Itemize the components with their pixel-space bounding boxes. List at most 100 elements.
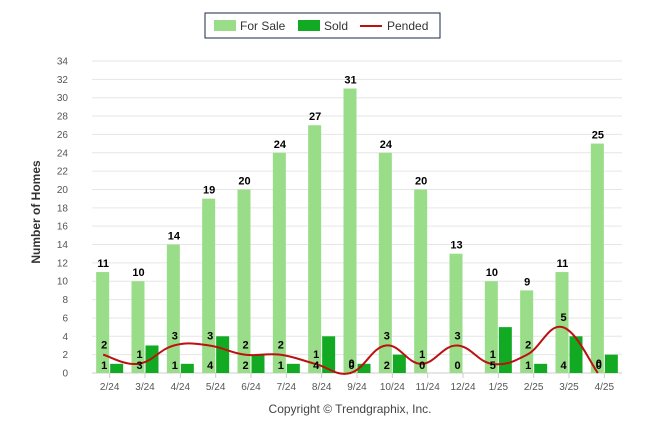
bar-for-sale (166, 244, 180, 373)
y-tick-label: 12 (57, 258, 69, 269)
data-label-sold: 1 (172, 360, 178, 372)
bar-for-sale (414, 189, 428, 373)
data-label-sold: 1 (525, 360, 531, 372)
bar-sold (357, 363, 371, 373)
data-label-sold: 2 (242, 360, 248, 372)
bar-for-sale (449, 253, 463, 373)
x-tick-label: 5/24 (206, 382, 226, 393)
data-label-for-sale: 14 (168, 231, 181, 243)
data-label-sold: 0 (348, 360, 354, 372)
y-tick-label: 20 (57, 185, 69, 196)
data-label-pended: 3 (454, 330, 460, 342)
y-tick-label: 14 (57, 240, 69, 251)
data-label-sold: 4 (560, 360, 567, 372)
data-label-pended: 5 (560, 312, 566, 324)
y-tick-label: 34 (57, 57, 69, 68)
bar-for-sale (96, 272, 110, 373)
data-label-sold: 3 (136, 360, 142, 372)
x-tick-label: 10/24 (380, 382, 405, 393)
data-label-for-sale: 24 (274, 139, 287, 151)
bar-for-sale (237, 189, 251, 373)
data-label-pended: 1 (313, 349, 319, 361)
bar-for-sale (202, 198, 216, 373)
data-label-for-sale: 10 (132, 267, 144, 279)
data-label-sold: 4 (313, 360, 320, 372)
data-label-pended: 1 (490, 349, 496, 361)
bar-for-sale (272, 152, 286, 373)
y-tick-label: 32 (57, 75, 69, 86)
data-label-pended: 0 (596, 358, 602, 370)
bar-for-sale (131, 281, 145, 373)
data-label-pended: 2 (101, 340, 107, 352)
y-axis-title: Number of Homes (29, 160, 43, 264)
data-label-pended: 3 (172, 330, 178, 342)
y-tick-label: 30 (57, 93, 69, 104)
bar-for-sale (378, 152, 392, 373)
data-label-for-sale: 10 (486, 267, 498, 279)
bar-sold (251, 354, 265, 373)
series-sold (110, 327, 618, 373)
y-tick-label: 28 (57, 112, 69, 123)
series-for-sale (96, 88, 604, 373)
bar-sold (534, 363, 548, 373)
data-label-sold: 0 (454, 360, 460, 372)
bar-for-sale (484, 281, 498, 373)
x-tick-label: 4/24 (171, 382, 191, 393)
bar-sold (392, 354, 406, 373)
y-tick-label: 18 (57, 203, 69, 214)
bar-for-sale (555, 272, 569, 373)
x-tick-label: 8/24 (312, 382, 332, 393)
data-label-for-sale: 20 (238, 175, 250, 187)
data-label-pended: 2 (242, 340, 248, 352)
bar-for-sale (590, 143, 604, 373)
data-label-sold: 1 (101, 360, 107, 372)
data-label-for-sale: 11 (97, 258, 109, 270)
y-tick-label: 2 (62, 350, 68, 361)
y-tick-label: 26 (57, 130, 69, 141)
data-label-for-sale: 11 (557, 258, 569, 270)
y-tick-label: 6 (62, 313, 68, 324)
data-label-for-sale: 9 (524, 276, 530, 288)
x-tick-label: 6/24 (241, 382, 261, 393)
x-tick-label: 12/24 (450, 382, 475, 393)
data-label-sold: 4 (207, 360, 214, 372)
legend-swatch-for-sale (214, 20, 236, 31)
bar-for-sale (343, 88, 357, 373)
data-label-pended: 3 (207, 330, 213, 342)
bar-sold (216, 336, 230, 373)
bar-sold (604, 354, 618, 373)
data-label-pended: 0 (348, 358, 354, 370)
bar-sold (110, 363, 124, 373)
bar-sold (498, 327, 512, 373)
legend-label-pended: Pended (387, 19, 428, 33)
x-axis-tick-labels: 2/24 3/24 4/24 5/24 6/24 7/24 8/24 9/24 10/24 11/… (100, 373, 615, 393)
x-tick-label: 1/25 (489, 382, 509, 393)
data-label-for-sale: 31 (344, 75, 356, 87)
data-label-pended: 3 (384, 330, 390, 342)
data-label-for-sale: 25 (592, 130, 604, 142)
y-tick-label: 4 (62, 332, 68, 343)
x-tick-label: 2/24 (100, 382, 120, 393)
x-tick-label: 4/25 (595, 382, 615, 393)
y-tick-label: 8 (62, 295, 68, 306)
data-label-for-sale: 24 (380, 139, 393, 151)
data-label-pended: 1 (136, 349, 142, 361)
y-tick-label: 10 (57, 277, 69, 288)
legend-label-sold: Sold (324, 19, 348, 33)
gridlines (92, 60, 622, 374)
x-tick-label: 11/24 (416, 382, 441, 393)
y-tick-label: 22 (57, 167, 69, 178)
bar-sold (322, 336, 336, 373)
bar-sold (180, 363, 194, 373)
data-label-sold: 5 (490, 360, 496, 372)
data-label-for-sale: 20 (415, 175, 427, 187)
data-label-sold: 0 (596, 360, 602, 372)
data-label-for-sale: 13 (450, 240, 462, 252)
y-tick-label: 24 (57, 148, 69, 159)
bar-sold (286, 363, 300, 373)
data-label-pended: 1 (419, 349, 425, 361)
data-label-sold: 0 (419, 360, 425, 372)
data-label-for-sale: 19 (203, 185, 215, 197)
